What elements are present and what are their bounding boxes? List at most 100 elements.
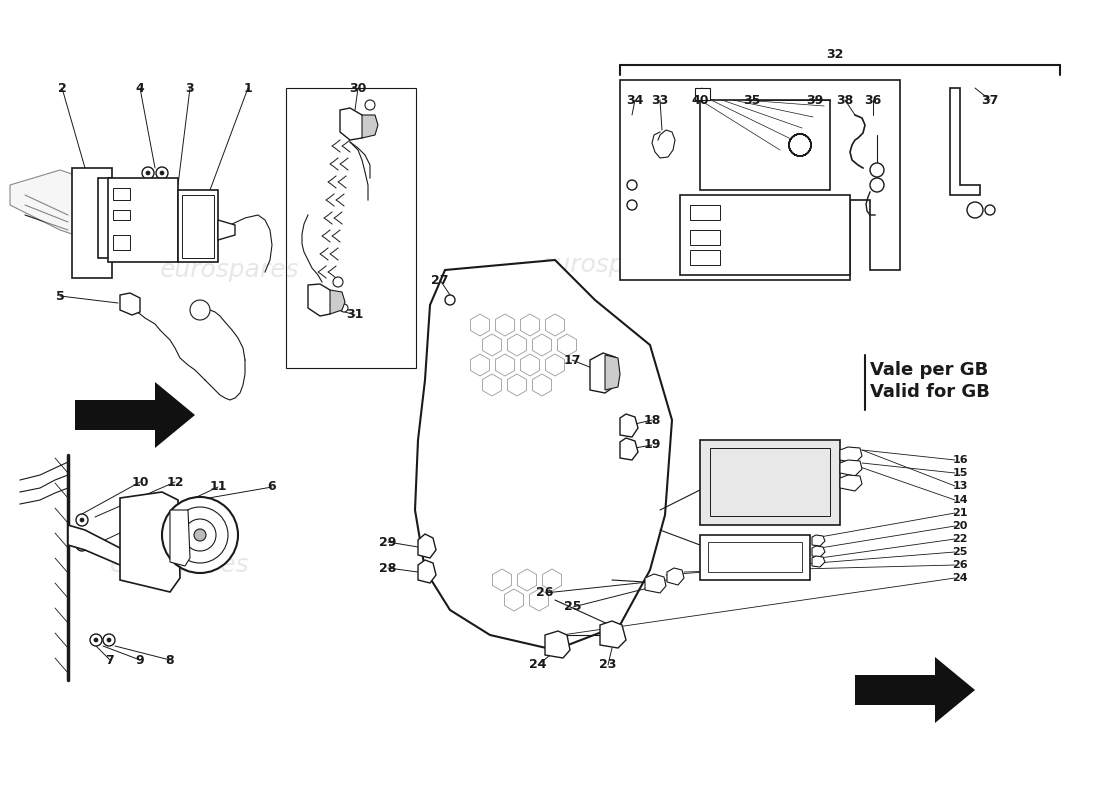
Polygon shape: [645, 574, 665, 593]
Text: 5: 5: [56, 290, 65, 302]
Circle shape: [365, 100, 375, 110]
Polygon shape: [840, 475, 862, 491]
Text: 3: 3: [186, 82, 195, 94]
Text: 18: 18: [644, 414, 661, 426]
Polygon shape: [340, 108, 368, 140]
Polygon shape: [471, 354, 490, 376]
Text: 21: 21: [953, 508, 968, 518]
Polygon shape: [667, 568, 684, 585]
Polygon shape: [532, 374, 551, 396]
Polygon shape: [812, 546, 825, 557]
Bar: [700, 535, 810, 580]
Polygon shape: [558, 334, 576, 356]
Text: Vale per GB: Vale per GB: [870, 361, 988, 379]
Circle shape: [80, 518, 84, 522]
Polygon shape: [182, 195, 214, 258]
Text: 31: 31: [346, 309, 364, 322]
Polygon shape: [418, 534, 436, 558]
Polygon shape: [495, 314, 515, 336]
Circle shape: [80, 543, 84, 547]
Circle shape: [162, 497, 238, 573]
Polygon shape: [10, 170, 75, 235]
Circle shape: [194, 529, 206, 541]
Text: 19: 19: [644, 438, 661, 451]
Circle shape: [870, 163, 884, 177]
Text: 37: 37: [981, 94, 999, 106]
Polygon shape: [507, 374, 527, 396]
Polygon shape: [544, 631, 570, 658]
Text: 23: 23: [600, 658, 617, 671]
Text: 20: 20: [953, 521, 968, 531]
Circle shape: [984, 205, 996, 215]
Polygon shape: [218, 220, 235, 240]
Circle shape: [446, 295, 455, 305]
Text: 9: 9: [135, 654, 144, 666]
Polygon shape: [812, 535, 825, 546]
Text: 24: 24: [953, 573, 968, 583]
Text: 16: 16: [953, 455, 968, 465]
Polygon shape: [113, 235, 130, 250]
Circle shape: [627, 200, 637, 210]
Text: 32: 32: [826, 49, 844, 62]
Text: 7: 7: [106, 654, 114, 666]
Polygon shape: [605, 355, 620, 390]
Polygon shape: [483, 334, 502, 356]
Polygon shape: [620, 80, 900, 280]
Polygon shape: [546, 314, 564, 336]
Circle shape: [627, 180, 637, 190]
Text: 14: 14: [953, 495, 968, 505]
Circle shape: [107, 638, 111, 642]
Circle shape: [695, 91, 701, 97]
Circle shape: [160, 171, 164, 175]
Polygon shape: [72, 168, 112, 278]
Polygon shape: [690, 250, 721, 265]
Circle shape: [190, 300, 210, 320]
Polygon shape: [812, 556, 825, 567]
Polygon shape: [690, 230, 721, 245]
Text: 40: 40: [691, 94, 708, 106]
Circle shape: [90, 634, 102, 646]
Text: 10: 10: [131, 475, 149, 489]
Text: 39: 39: [806, 94, 824, 106]
Circle shape: [103, 634, 116, 646]
Polygon shape: [855, 657, 975, 723]
Polygon shape: [505, 589, 524, 611]
Text: 38: 38: [836, 94, 854, 106]
Polygon shape: [520, 314, 539, 336]
Text: 25: 25: [564, 601, 582, 614]
Polygon shape: [950, 88, 980, 195]
Polygon shape: [590, 353, 615, 393]
Polygon shape: [517, 569, 537, 591]
Polygon shape: [75, 382, 195, 448]
Text: Valid for GB: Valid for GB: [870, 383, 990, 401]
Text: 29: 29: [379, 535, 397, 549]
Circle shape: [172, 507, 228, 563]
Polygon shape: [330, 290, 345, 314]
Polygon shape: [113, 210, 130, 220]
Circle shape: [94, 638, 98, 642]
Polygon shape: [620, 438, 638, 460]
Circle shape: [146, 171, 150, 175]
Text: 8: 8: [166, 654, 174, 666]
Polygon shape: [170, 510, 190, 566]
Text: 26: 26: [953, 560, 968, 570]
Polygon shape: [418, 560, 436, 583]
Circle shape: [76, 514, 88, 526]
Text: eurospares: eurospares: [510, 548, 650, 572]
Bar: [710, 448, 830, 516]
Polygon shape: [700, 100, 830, 190]
Polygon shape: [546, 354, 564, 376]
Circle shape: [184, 519, 216, 551]
Circle shape: [333, 277, 343, 287]
Text: 22: 22: [953, 534, 968, 544]
Polygon shape: [840, 447, 862, 463]
Polygon shape: [493, 569, 512, 591]
Circle shape: [192, 307, 199, 313]
Polygon shape: [108, 178, 178, 262]
Text: 13: 13: [953, 481, 968, 491]
Polygon shape: [840, 460, 862, 476]
Polygon shape: [415, 260, 672, 650]
Polygon shape: [695, 88, 710, 100]
Polygon shape: [120, 293, 140, 315]
Polygon shape: [680, 195, 850, 275]
